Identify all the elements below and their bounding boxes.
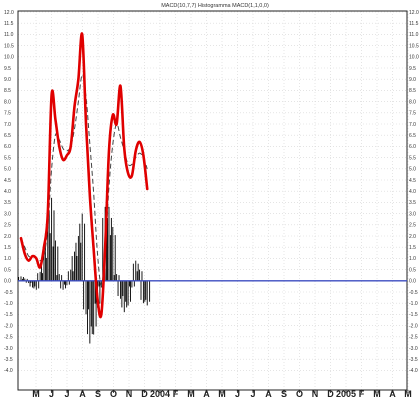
x-tick-label: A bbox=[389, 389, 396, 399]
y-tick-label: 11.5 bbox=[409, 21, 419, 27]
y-tick-label: 7.5 bbox=[409, 111, 416, 117]
y-tick-label: -4.0 bbox=[409, 368, 418, 374]
y-tick-label: 3.5 bbox=[4, 200, 11, 206]
y-tick-label: -4.0 bbox=[4, 368, 13, 374]
y-tick-label: -1.0 bbox=[409, 301, 418, 307]
y-tick-label: 0.5 bbox=[409, 267, 416, 273]
y-tick-label: 11.5 bbox=[4, 21, 14, 27]
y-tick-label: 6.0 bbox=[4, 144, 11, 150]
y-tick-label: 4.5 bbox=[4, 178, 11, 184]
y-tick-label: 4.0 bbox=[409, 189, 416, 195]
y-tick-label: 1.5 bbox=[409, 245, 416, 251]
y-tick-label: 5.5 bbox=[4, 155, 11, 161]
y-tick-label: -3.0 bbox=[4, 346, 13, 352]
x-tick-label: 2005 bbox=[336, 389, 356, 399]
x-tick-label: M bbox=[187, 389, 195, 399]
x-tick-label: J bbox=[235, 389, 240, 399]
y-tick-label: 4.0 bbox=[4, 189, 11, 195]
y-tick-label: -1.0 bbox=[4, 301, 13, 307]
y-tick-label: 1.0 bbox=[4, 256, 11, 262]
y-tick-label: -1.5 bbox=[409, 312, 418, 318]
y-tick-label: 7.5 bbox=[4, 111, 11, 117]
y-tick-label: -2.5 bbox=[4, 335, 13, 341]
x-tick-label: A bbox=[265, 389, 272, 399]
x-tick-label: A bbox=[203, 389, 210, 399]
y-tick-label: 5.0 bbox=[4, 167, 11, 173]
y-tick-label: -3.5 bbox=[4, 357, 13, 363]
y-tick-label: 11.0 bbox=[409, 32, 419, 38]
y-tick-label: 8.5 bbox=[409, 88, 416, 94]
x-tick-label: F bbox=[173, 389, 179, 399]
y-tick-label: 12.0 bbox=[409, 10, 419, 16]
plot-frame bbox=[17, 10, 408, 391]
x-tick-label: J bbox=[250, 389, 255, 399]
y-tick-label: 8.0 bbox=[4, 99, 11, 105]
y-tick-label: 7.0 bbox=[409, 122, 416, 128]
y-tick-label: -3.0 bbox=[409, 346, 418, 352]
y-tick-label: 10.0 bbox=[4, 55, 14, 61]
y-tick-label: -3.5 bbox=[409, 357, 418, 363]
x-tick-label: S bbox=[281, 389, 287, 399]
y-tick-label: -2.0 bbox=[4, 323, 13, 329]
y-tick-label: 10.5 bbox=[4, 43, 14, 49]
y-tick-label: 2.5 bbox=[4, 223, 11, 229]
x-tick-label: M bbox=[404, 389, 412, 399]
y-tick-label: 7.0 bbox=[4, 122, 11, 128]
y-tick-label: 8.5 bbox=[4, 88, 11, 94]
y-tick-label: 8.0 bbox=[409, 99, 416, 105]
y-tick-label: 9.5 bbox=[4, 66, 11, 72]
x-tick-label: D bbox=[141, 389, 148, 399]
x-tick-label: F bbox=[359, 389, 365, 399]
y-tick-label: 9.5 bbox=[409, 66, 416, 72]
y-tick-label: 6.0 bbox=[409, 144, 416, 150]
x-axis: MJJASOND2004FMAMJJASOND2005FMAMJ bbox=[32, 389, 412, 399]
y-tick-label: 2.5 bbox=[409, 223, 416, 229]
x-tick-label: D bbox=[327, 389, 334, 399]
x-tick-label: M bbox=[218, 389, 226, 399]
y-tick-label: 5.0 bbox=[409, 167, 416, 173]
y-tick-label: -1.5 bbox=[4, 312, 13, 318]
y-tick-label: 12.0 bbox=[4, 10, 14, 16]
y-tick-label: -2.0 bbox=[409, 323, 418, 329]
x-tick-label: M bbox=[373, 389, 381, 399]
y-tick-label: 3.5 bbox=[409, 200, 416, 206]
chart-title: MACD(10,7,7) Histogramma MACD(1,1,0,0) bbox=[161, 3, 269, 9]
y-tick-label: 9.0 bbox=[4, 77, 11, 83]
y-tick-label: 3.0 bbox=[409, 211, 416, 217]
x-tick-label: M bbox=[32, 389, 40, 399]
y-tick-label: 1.5 bbox=[4, 245, 11, 251]
x-tick-label: N bbox=[126, 389, 133, 399]
y-tick-label: -0.5 bbox=[4, 290, 13, 296]
y-tick-label: 10.0 bbox=[409, 55, 419, 61]
y-axis-right: 12.0 11.5 11.0 10.5 10.0 9.5 9.0 8.5 8.0 7.5 7.0 6.… bbox=[409, 10, 419, 374]
y-tick-label: 11.0 bbox=[4, 32, 14, 38]
y-tick-label: 5.5 bbox=[409, 155, 416, 161]
y-tick-label: 3.0 bbox=[4, 211, 11, 217]
x-tick-label: J bbox=[64, 389, 69, 399]
y-tick-label: 4.5 bbox=[409, 178, 416, 184]
y-tick-label: 6.5 bbox=[4, 133, 11, 139]
macd-line bbox=[19, 32, 149, 319]
x-tick-label: J bbox=[49, 389, 54, 399]
x-tick-label: 2004 bbox=[150, 389, 170, 399]
x-tick-label: N bbox=[312, 389, 319, 399]
x-tick-label: A bbox=[79, 389, 86, 399]
x-tick-label: O bbox=[110, 389, 117, 399]
x-tick-label: O bbox=[296, 389, 303, 399]
x-tick-label: S bbox=[95, 389, 101, 399]
y-tick-label: 0.0 bbox=[409, 279, 416, 285]
y-tick-label: -0.5 bbox=[409, 290, 418, 296]
y-axis-left: 12.0 11.5 11.0 10.5 10.0 9.5 9.0 8.5 8.0 7.5 7.0 6.… bbox=[4, 10, 14, 374]
y-tick-label: 2.0 bbox=[409, 234, 416, 240]
y-tick-label: 2.0 bbox=[4, 234, 11, 240]
y-tick-label: -2.5 bbox=[409, 335, 418, 341]
y-tick-label: 6.5 bbox=[409, 133, 416, 139]
y-tick-label: 1.0 bbox=[409, 256, 416, 262]
y-tick-label: 0.0 bbox=[4, 279, 11, 285]
y-tick-label: 10.5 bbox=[409, 43, 419, 49]
y-tick-label: 9.0 bbox=[409, 77, 416, 83]
y-tick-label: 0.5 bbox=[4, 267, 11, 273]
